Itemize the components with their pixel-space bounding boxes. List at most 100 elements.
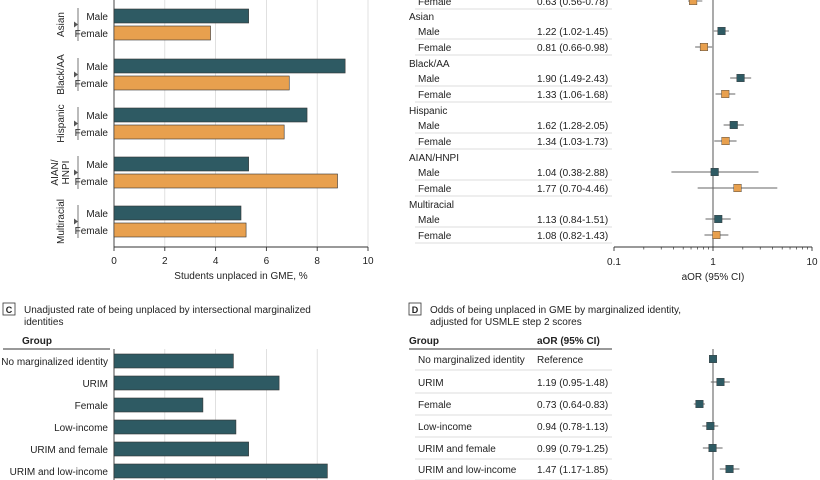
b-group-label: Asian [409,12,434,23]
d-point [725,465,734,474]
c-bar-label: Low-income [54,423,108,434]
a-x-tick-label: 8 [314,256,320,267]
a-bar-label: Female [75,177,109,188]
a-bar [113,173,338,189]
c-panel-letter: C [6,305,13,315]
b-row-label: Female [418,43,452,54]
a-bar-label: Male [86,62,108,73]
a-bar-label: Male [86,111,108,122]
c-bar [113,441,249,457]
b-group-label: Multiracial [409,200,454,211]
b-point [736,73,745,82]
d-panel-letter: D [412,305,419,315]
b-row-value: 1.13 (0.84-1.51) [537,215,608,226]
c-bar [113,463,328,479]
a-x-tick-label: 0 [111,256,117,267]
b-row-label: Female [418,184,452,195]
d-panel-letter-box [408,302,422,316]
b-point [714,214,723,223]
b-row-value: 1.08 (0.82-1.43) [537,231,608,242]
c-bar [113,397,204,413]
d-row-label: URIM [418,378,444,389]
a-group-label: Multiracial [56,199,67,244]
b-group-label: AIAN/HNPI [409,153,459,164]
b-point [717,27,726,36]
d-row-label: Low-income [418,422,472,433]
b-row-value: 0.81 (0.66-0.98) [537,43,608,54]
a-bar [113,124,285,140]
c-title: identities [24,317,63,328]
b-row-value: 1.04 (0.38-2.88) [537,168,608,179]
a-bar-label: Male [86,209,108,220]
d-title: Odds of being unplaced in GME by margina… [430,305,681,316]
b-point [710,167,719,176]
d-row-label: Female [418,400,452,411]
c-bar-label: URIM and low-income [10,467,109,478]
a-group-bracket-arrow [74,21,78,28]
d-point [709,355,718,364]
a-bar-label: Female [75,29,109,40]
d-point [695,400,704,409]
b-row-label: Male [418,168,440,179]
d-row-value: 0.94 (0.78-1.13) [537,422,608,433]
d-row-value: 1.19 (0.95-1.48) [537,378,608,389]
b-point [721,136,730,145]
b-row-label: Female [418,90,452,101]
b-row-value: 1.77 (0.70-4.46) [537,184,608,195]
c-panel-letter-box [2,302,16,316]
d-header-group: Group [409,336,439,347]
b-group-label: Black/AA [409,59,450,70]
a-x-tick-label: 2 [162,256,168,267]
c-bar-label: Female [75,401,109,412]
d-row-label: URIM and low-income [418,465,517,476]
a-bar [113,222,247,238]
a-bar-label: Male [86,12,108,23]
a-x-axis-label: Students unplaced in GME, % [174,271,308,282]
b-row-label: Female [418,0,452,8]
c-bar-label: URIM [82,379,108,390]
b-row-label: Male [418,27,440,38]
a-bar-label: Male [86,160,108,171]
c-bar [113,353,234,369]
b-x-axis-label: aOR (95% CI) [682,272,745,283]
b-point [699,43,708,52]
b-row-value: 1.22 (1.02-1.45) [537,27,608,38]
a-group-label: HNPI [61,161,72,185]
a-x-tick-label: 10 [362,256,374,267]
a-bar [113,205,242,221]
b-group-label: Hispanic [409,106,447,117]
b-point [729,120,738,129]
c-bar-label: URIM and female [30,445,108,456]
c-bar [113,419,237,435]
b-row-label: Female [418,137,452,148]
c-header: Group [22,336,52,347]
b-row-value: 1.34 (1.03-1.73) [537,137,608,148]
a-bar [113,156,249,172]
a-bar [113,8,249,24]
c-bar-label: No marginalized identity [1,357,108,368]
b-x-tick-label: 0.1 [607,257,621,268]
d-row-label: URIM and female [418,444,496,455]
a-group-label: Black/AA [56,54,67,95]
b-row-value: 0.63 (0.56-0.78) [537,0,608,8]
d-row-value: 0.99 (0.79-1.25) [537,444,608,455]
a-group-label: Asian [56,12,67,37]
a-x-tick-label: 6 [264,256,270,267]
d-row-value: 1.47 (1.17-1.85) [537,465,608,476]
a-x-tick-label: 4 [213,256,219,267]
a-group-bracket-arrow [74,169,78,176]
b-row-label: Female [418,231,452,242]
a-bar-label: Female [75,128,109,139]
a-bar-label: Female [75,226,109,237]
a-group-label: AIAN/ [50,159,61,185]
d-point [716,378,725,387]
a-group-label: Hispanic [56,104,67,142]
b-row-label: Male [418,121,440,132]
b-row-value: 1.62 (1.28-2.05) [537,121,608,132]
d-header-aor: aOR (95% CI) [537,336,600,347]
b-point [733,183,742,192]
a-group-bracket-arrow [74,120,78,127]
a-group-bracket-arrow [74,218,78,225]
a-bar [113,25,211,41]
